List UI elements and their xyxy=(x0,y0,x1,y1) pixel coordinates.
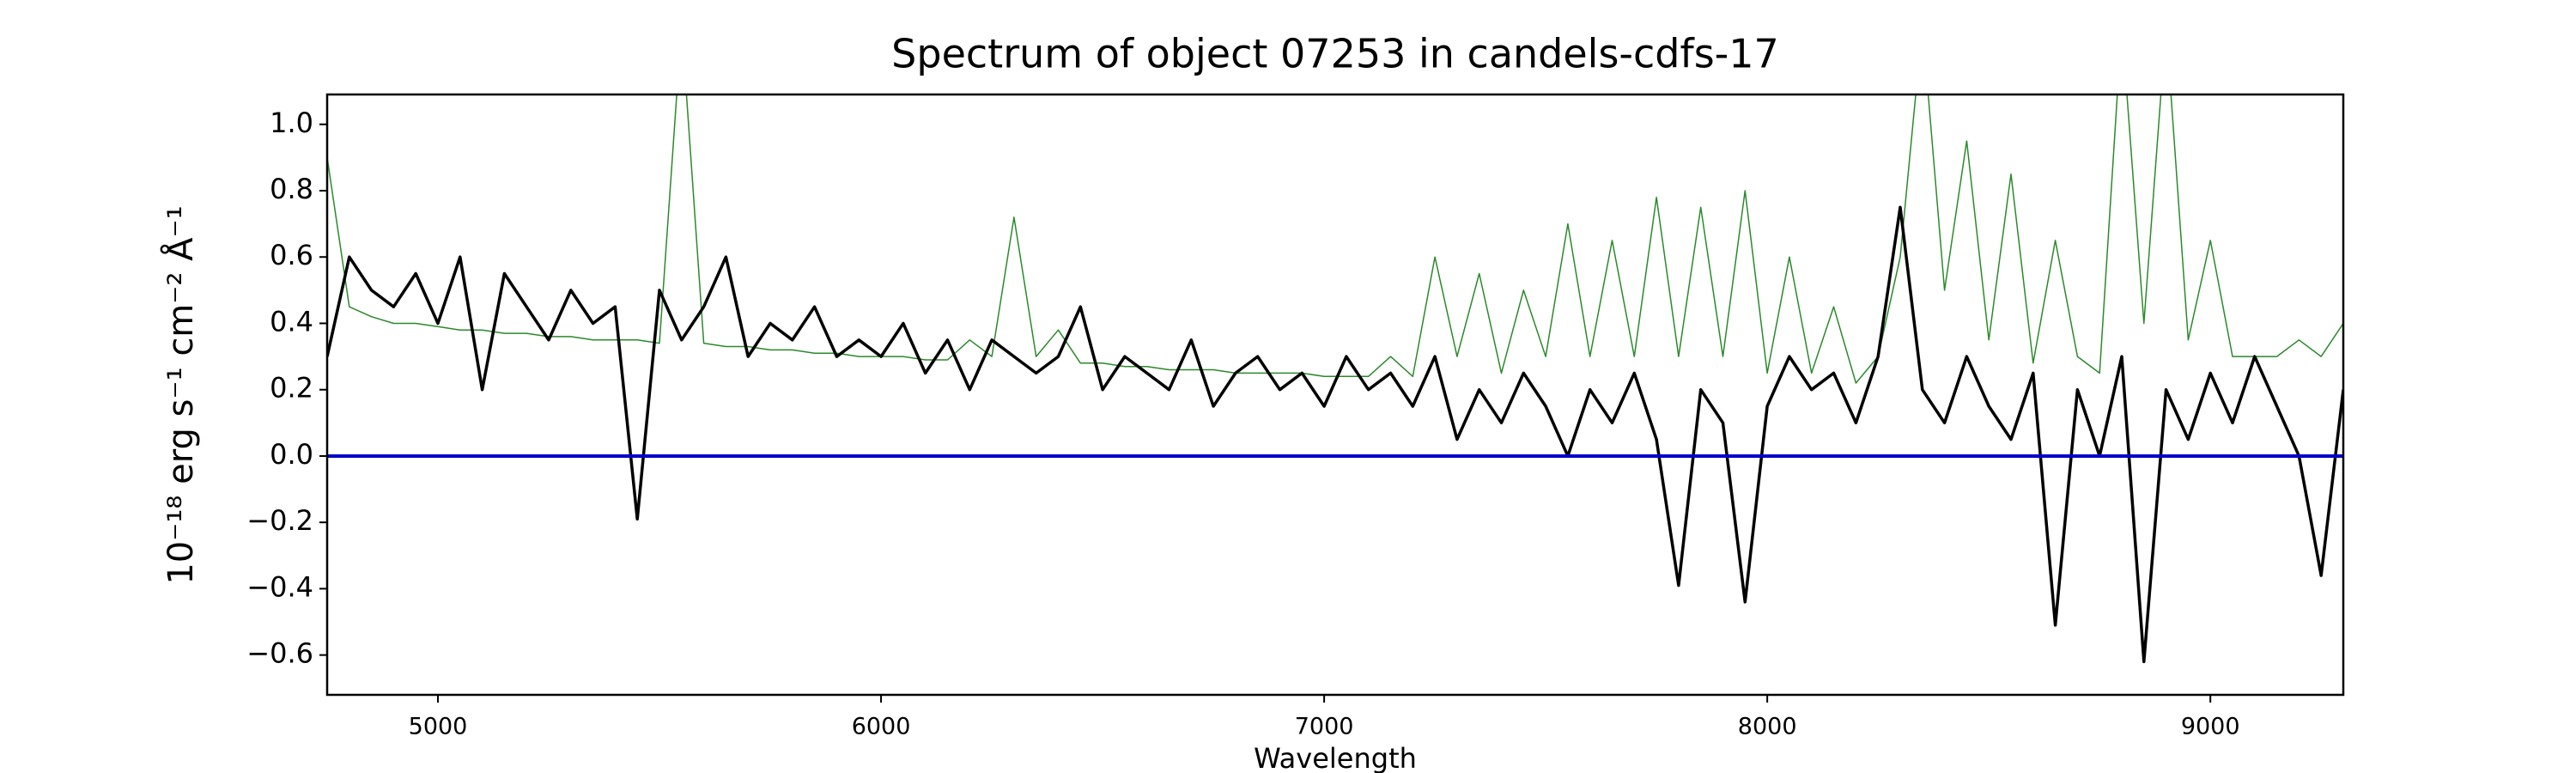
y-tick-label: 0.6 xyxy=(270,239,313,271)
x-tick-label: 6000 xyxy=(852,714,911,740)
y-tick-label: −0.6 xyxy=(246,637,313,670)
plot-area xyxy=(327,94,2343,664)
x-tick-label: 8000 xyxy=(1738,714,1797,740)
chart-title: Spectrum of object 07253 in candels-cdfs… xyxy=(891,31,1779,77)
y-tick-label: 0.4 xyxy=(270,305,313,338)
y-tick-label: 0.8 xyxy=(270,173,313,205)
x-tick-label: 9000 xyxy=(2181,714,2240,740)
plot-frame xyxy=(325,93,2345,697)
y-tick-label: 0.2 xyxy=(270,372,313,405)
spectrum-line xyxy=(327,94,2343,384)
x-tick-label: 7000 xyxy=(1295,714,1354,740)
y-tick-label: 0.0 xyxy=(270,438,313,471)
spectrum-line xyxy=(327,205,2343,664)
y-tick-label: 1.0 xyxy=(270,107,313,139)
y-tick-label: −0.2 xyxy=(246,504,313,537)
y-tick-label: −0.4 xyxy=(246,570,313,603)
y-axis-label: 10⁻¹⁸ erg s⁻¹ cm⁻² Å⁻¹ xyxy=(160,205,201,584)
x-tick-label: 5000 xyxy=(409,714,468,740)
x-axis-label: Wavelength xyxy=(1254,742,1417,773)
